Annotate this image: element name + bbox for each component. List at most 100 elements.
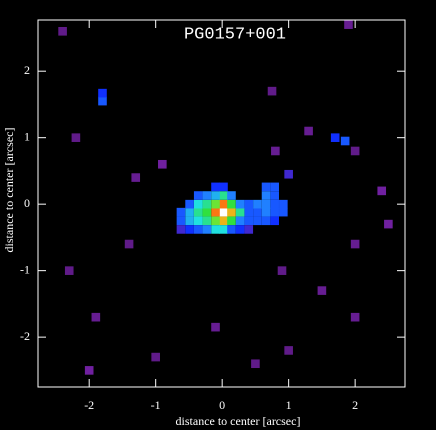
pixel bbox=[270, 191, 279, 200]
x-tick-label: -1 bbox=[151, 398, 161, 412]
pixel bbox=[98, 88, 107, 98]
y-tick-label: 0 bbox=[24, 196, 30, 210]
pixel bbox=[384, 219, 393, 229]
pixel bbox=[227, 199, 236, 209]
pixel bbox=[211, 191, 220, 200]
pixel bbox=[270, 216, 279, 226]
pixel bbox=[244, 199, 254, 209]
pixel bbox=[64, 266, 74, 275]
pixel bbox=[270, 207, 279, 217]
pixel bbox=[261, 191, 271, 200]
pixel bbox=[244, 216, 254, 226]
y-axis-label: distance to center [arcsec] bbox=[2, 128, 16, 253]
pixel bbox=[176, 225, 186, 234]
pixel bbox=[193, 191, 203, 200]
pixel bbox=[317, 286, 327, 295]
pixel bbox=[304, 126, 313, 136]
pixel bbox=[235, 207, 245, 217]
pixel bbox=[219, 182, 228, 192]
pixel bbox=[202, 207, 212, 217]
pixel bbox=[244, 207, 254, 217]
pixel bbox=[350, 146, 360, 156]
pixel bbox=[211, 207, 220, 217]
pixel bbox=[193, 216, 203, 226]
pixel bbox=[227, 216, 236, 226]
pixel bbox=[185, 225, 194, 234]
pixel bbox=[227, 225, 236, 234]
pixel bbox=[98, 96, 107, 106]
pixel bbox=[185, 216, 194, 226]
pixel bbox=[279, 199, 288, 209]
pixel bbox=[131, 173, 141, 182]
pixel bbox=[219, 216, 228, 226]
pixel bbox=[219, 207, 228, 217]
pixel bbox=[350, 312, 360, 322]
pixel bbox=[261, 182, 271, 192]
pixel bbox=[185, 207, 194, 217]
x-tick-label: 2 bbox=[352, 398, 358, 412]
pixel bbox=[84, 366, 94, 375]
pixel bbox=[253, 199, 262, 209]
pixel bbox=[253, 207, 262, 217]
pixel bbox=[211, 322, 220, 332]
pixel bbox=[244, 225, 254, 234]
pixel bbox=[284, 169, 293, 179]
pixel bbox=[211, 216, 220, 226]
pixel bbox=[330, 133, 340, 142]
pixel bbox=[176, 216, 186, 226]
y-tick-label: 2 bbox=[24, 63, 30, 77]
pixel bbox=[261, 207, 271, 217]
pixel bbox=[270, 199, 279, 209]
pixel bbox=[377, 186, 387, 196]
pixel bbox=[202, 191, 212, 200]
pixel bbox=[227, 207, 236, 217]
x-tick-label: 1 bbox=[286, 398, 292, 412]
pixel bbox=[176, 207, 186, 217]
y-tick-label: -1 bbox=[20, 262, 30, 276]
pixel bbox=[271, 146, 280, 156]
pixel bbox=[219, 199, 228, 209]
pixel bbox=[58, 27, 67, 36]
frame bbox=[37, 19, 406, 388]
pixel bbox=[235, 225, 245, 234]
pixel bbox=[227, 191, 236, 200]
y-tick-label: 1 bbox=[24, 129, 30, 143]
pixel bbox=[270, 182, 279, 192]
pixel bbox=[219, 225, 228, 234]
pixel bbox=[202, 199, 212, 209]
pixel bbox=[277, 266, 287, 275]
pixel bbox=[158, 159, 167, 169]
pixel bbox=[211, 225, 220, 234]
pixel bbox=[261, 199, 271, 209]
pixel bbox=[151, 352, 160, 362]
pixel bbox=[235, 199, 245, 209]
pixel bbox=[279, 207, 288, 217]
pixel bbox=[284, 346, 293, 355]
pixel bbox=[261, 216, 271, 226]
pixel bbox=[185, 199, 194, 209]
pixel bbox=[340, 136, 350, 146]
pixel bbox=[193, 199, 203, 209]
pixel bbox=[350, 239, 360, 249]
x-axis-label: distance to center [arcsec] bbox=[176, 414, 301, 428]
pixel bbox=[193, 225, 203, 234]
pixel bbox=[219, 191, 228, 200]
pixel bbox=[344, 20, 353, 29]
pixel bbox=[193, 207, 203, 217]
pixel bbox=[235, 216, 245, 226]
pixel bbox=[253, 216, 262, 226]
pixel bbox=[202, 216, 212, 226]
pixel bbox=[251, 359, 260, 369]
y-tick-label: -2 bbox=[20, 329, 30, 343]
pixel bbox=[211, 199, 220, 209]
pixel bbox=[267, 86, 277, 96]
chart-title: PG0157+001 bbox=[184, 25, 286, 44]
image bbox=[58, 20, 393, 375]
x-tick-label: 0 bbox=[219, 398, 225, 412]
pixel bbox=[124, 239, 134, 249]
pixel bbox=[202, 225, 212, 234]
pixel bbox=[71, 133, 81, 142]
x-tick-label: -2 bbox=[84, 398, 94, 412]
